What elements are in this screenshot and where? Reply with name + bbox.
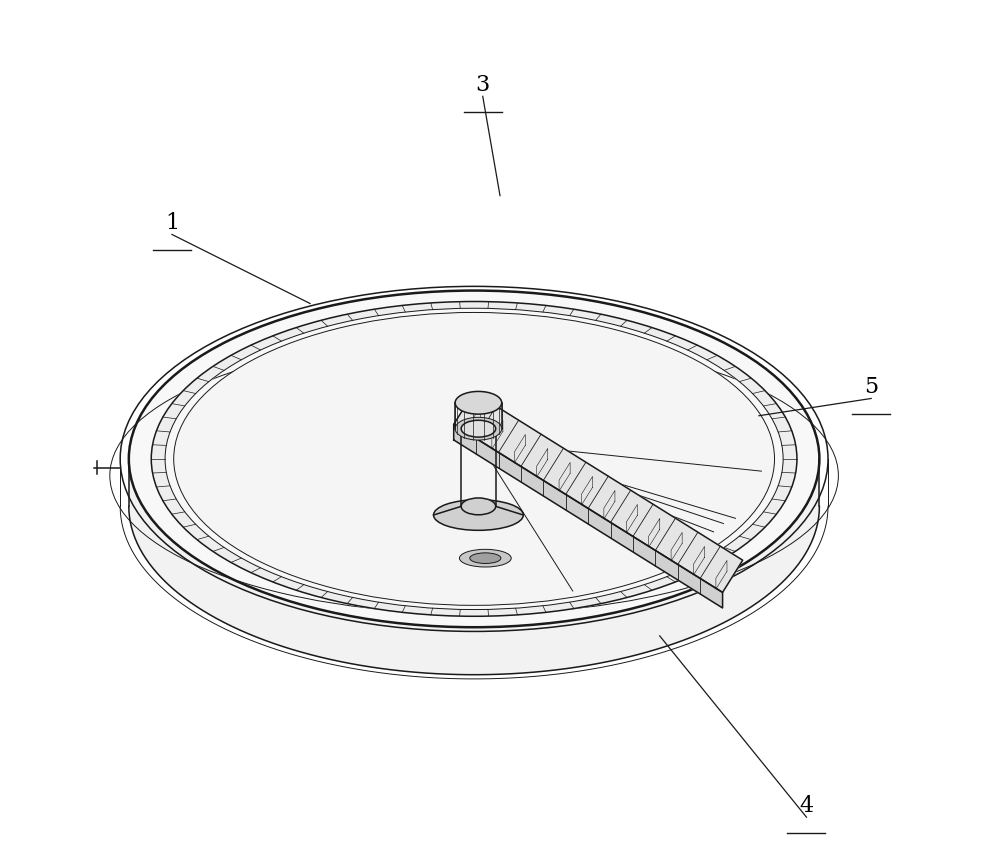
- Ellipse shape: [455, 391, 502, 414]
- Polygon shape: [454, 424, 723, 608]
- Ellipse shape: [461, 498, 496, 514]
- Ellipse shape: [459, 549, 511, 567]
- Text: 3: 3: [476, 74, 490, 96]
- Ellipse shape: [129, 291, 819, 627]
- Text: 1: 1: [165, 212, 179, 235]
- Text: 4: 4: [799, 795, 814, 818]
- Text: 5: 5: [864, 377, 878, 398]
- Ellipse shape: [174, 313, 775, 605]
- Ellipse shape: [434, 500, 523, 530]
- Ellipse shape: [455, 417, 502, 440]
- Polygon shape: [454, 392, 743, 592]
- Polygon shape: [151, 301, 797, 617]
- Ellipse shape: [461, 420, 496, 437]
- Ellipse shape: [470, 553, 501, 564]
- Polygon shape: [129, 459, 819, 675]
